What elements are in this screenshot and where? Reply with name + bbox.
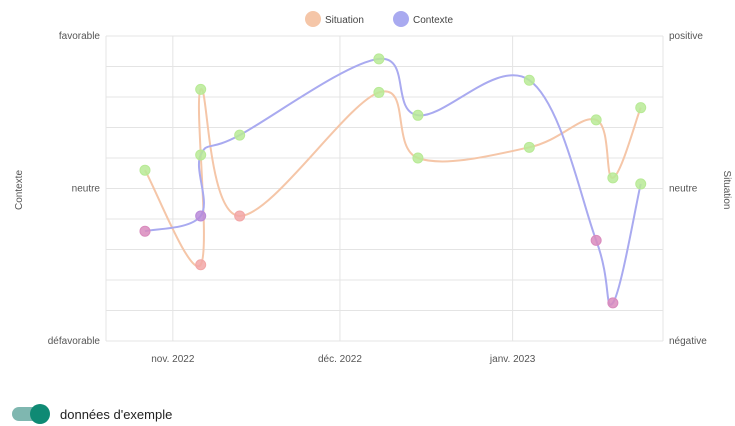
grid-lines (105, 35, 664, 342)
sample-data-toggle-row: données d'exemple (12, 402, 172, 426)
y-left-tick-label: défavorable (48, 336, 101, 347)
data-point-contexte (234, 129, 246, 141)
data-point-contexte (139, 225, 151, 237)
x-tick-label: nov. 2022 (151, 354, 195, 365)
data-point-situation (373, 86, 385, 98)
series-line-situation (144, 88, 642, 268)
data-point-contexte (635, 178, 647, 190)
x-tick-label: janv. 2023 (489, 354, 536, 365)
left-axis-title: Contexte (14, 170, 25, 210)
sample-data-toggle[interactable] (12, 404, 50, 424)
sample-data-label: données d'exemple (60, 406, 173, 422)
y-right-tick-label: neutre (669, 184, 698, 195)
chart: nov. 2022 déc. 2022 janv. 2023 favorable neu… (14, 11, 732, 365)
data-point-situation (523, 141, 535, 153)
data-point-situation (635, 102, 647, 114)
y-right-tick-label: positive (669, 31, 703, 42)
axis-ticks: nov. 2022 déc. 2022 janv. 2023 favorable neu… (48, 31, 708, 365)
data-point-situation (412, 152, 424, 164)
legend-swatch-contexte[interactable] (393, 11, 409, 27)
data-point-contexte (523, 74, 535, 86)
legend-label-contexte[interactable]: Contexte (413, 15, 453, 26)
data-point-situation (607, 172, 619, 184)
data-point-contexte (590, 234, 602, 246)
data-point-situation (234, 210, 246, 222)
data-point-situation (195, 259, 207, 271)
data-point-contexte (607, 297, 619, 309)
data-point-contexte (412, 109, 424, 121)
y-left-tick-label: favorable (59, 31, 101, 42)
data-point-situation (590, 114, 602, 126)
data-point-contexte (195, 210, 207, 222)
y-right-tick-label: négative (669, 336, 707, 347)
y-left-tick-label: neutre (72, 184, 101, 195)
data-point-contexte (373, 53, 385, 65)
data-points (139, 53, 647, 309)
data-point-contexte (195, 149, 207, 161)
legend[interactable]: Situation Contexte (305, 11, 453, 27)
data-point-situation (195, 83, 207, 95)
legend-swatch-situation[interactable] (305, 11, 321, 27)
data-point-situation (139, 164, 151, 176)
right-axis-title: Situation (721, 171, 732, 210)
series-lines (144, 57, 642, 306)
legend-label-situation[interactable]: Situation (325, 15, 364, 26)
toggle-knob[interactable] (30, 404, 50, 424)
x-tick-label: déc. 2022 (318, 354, 362, 365)
